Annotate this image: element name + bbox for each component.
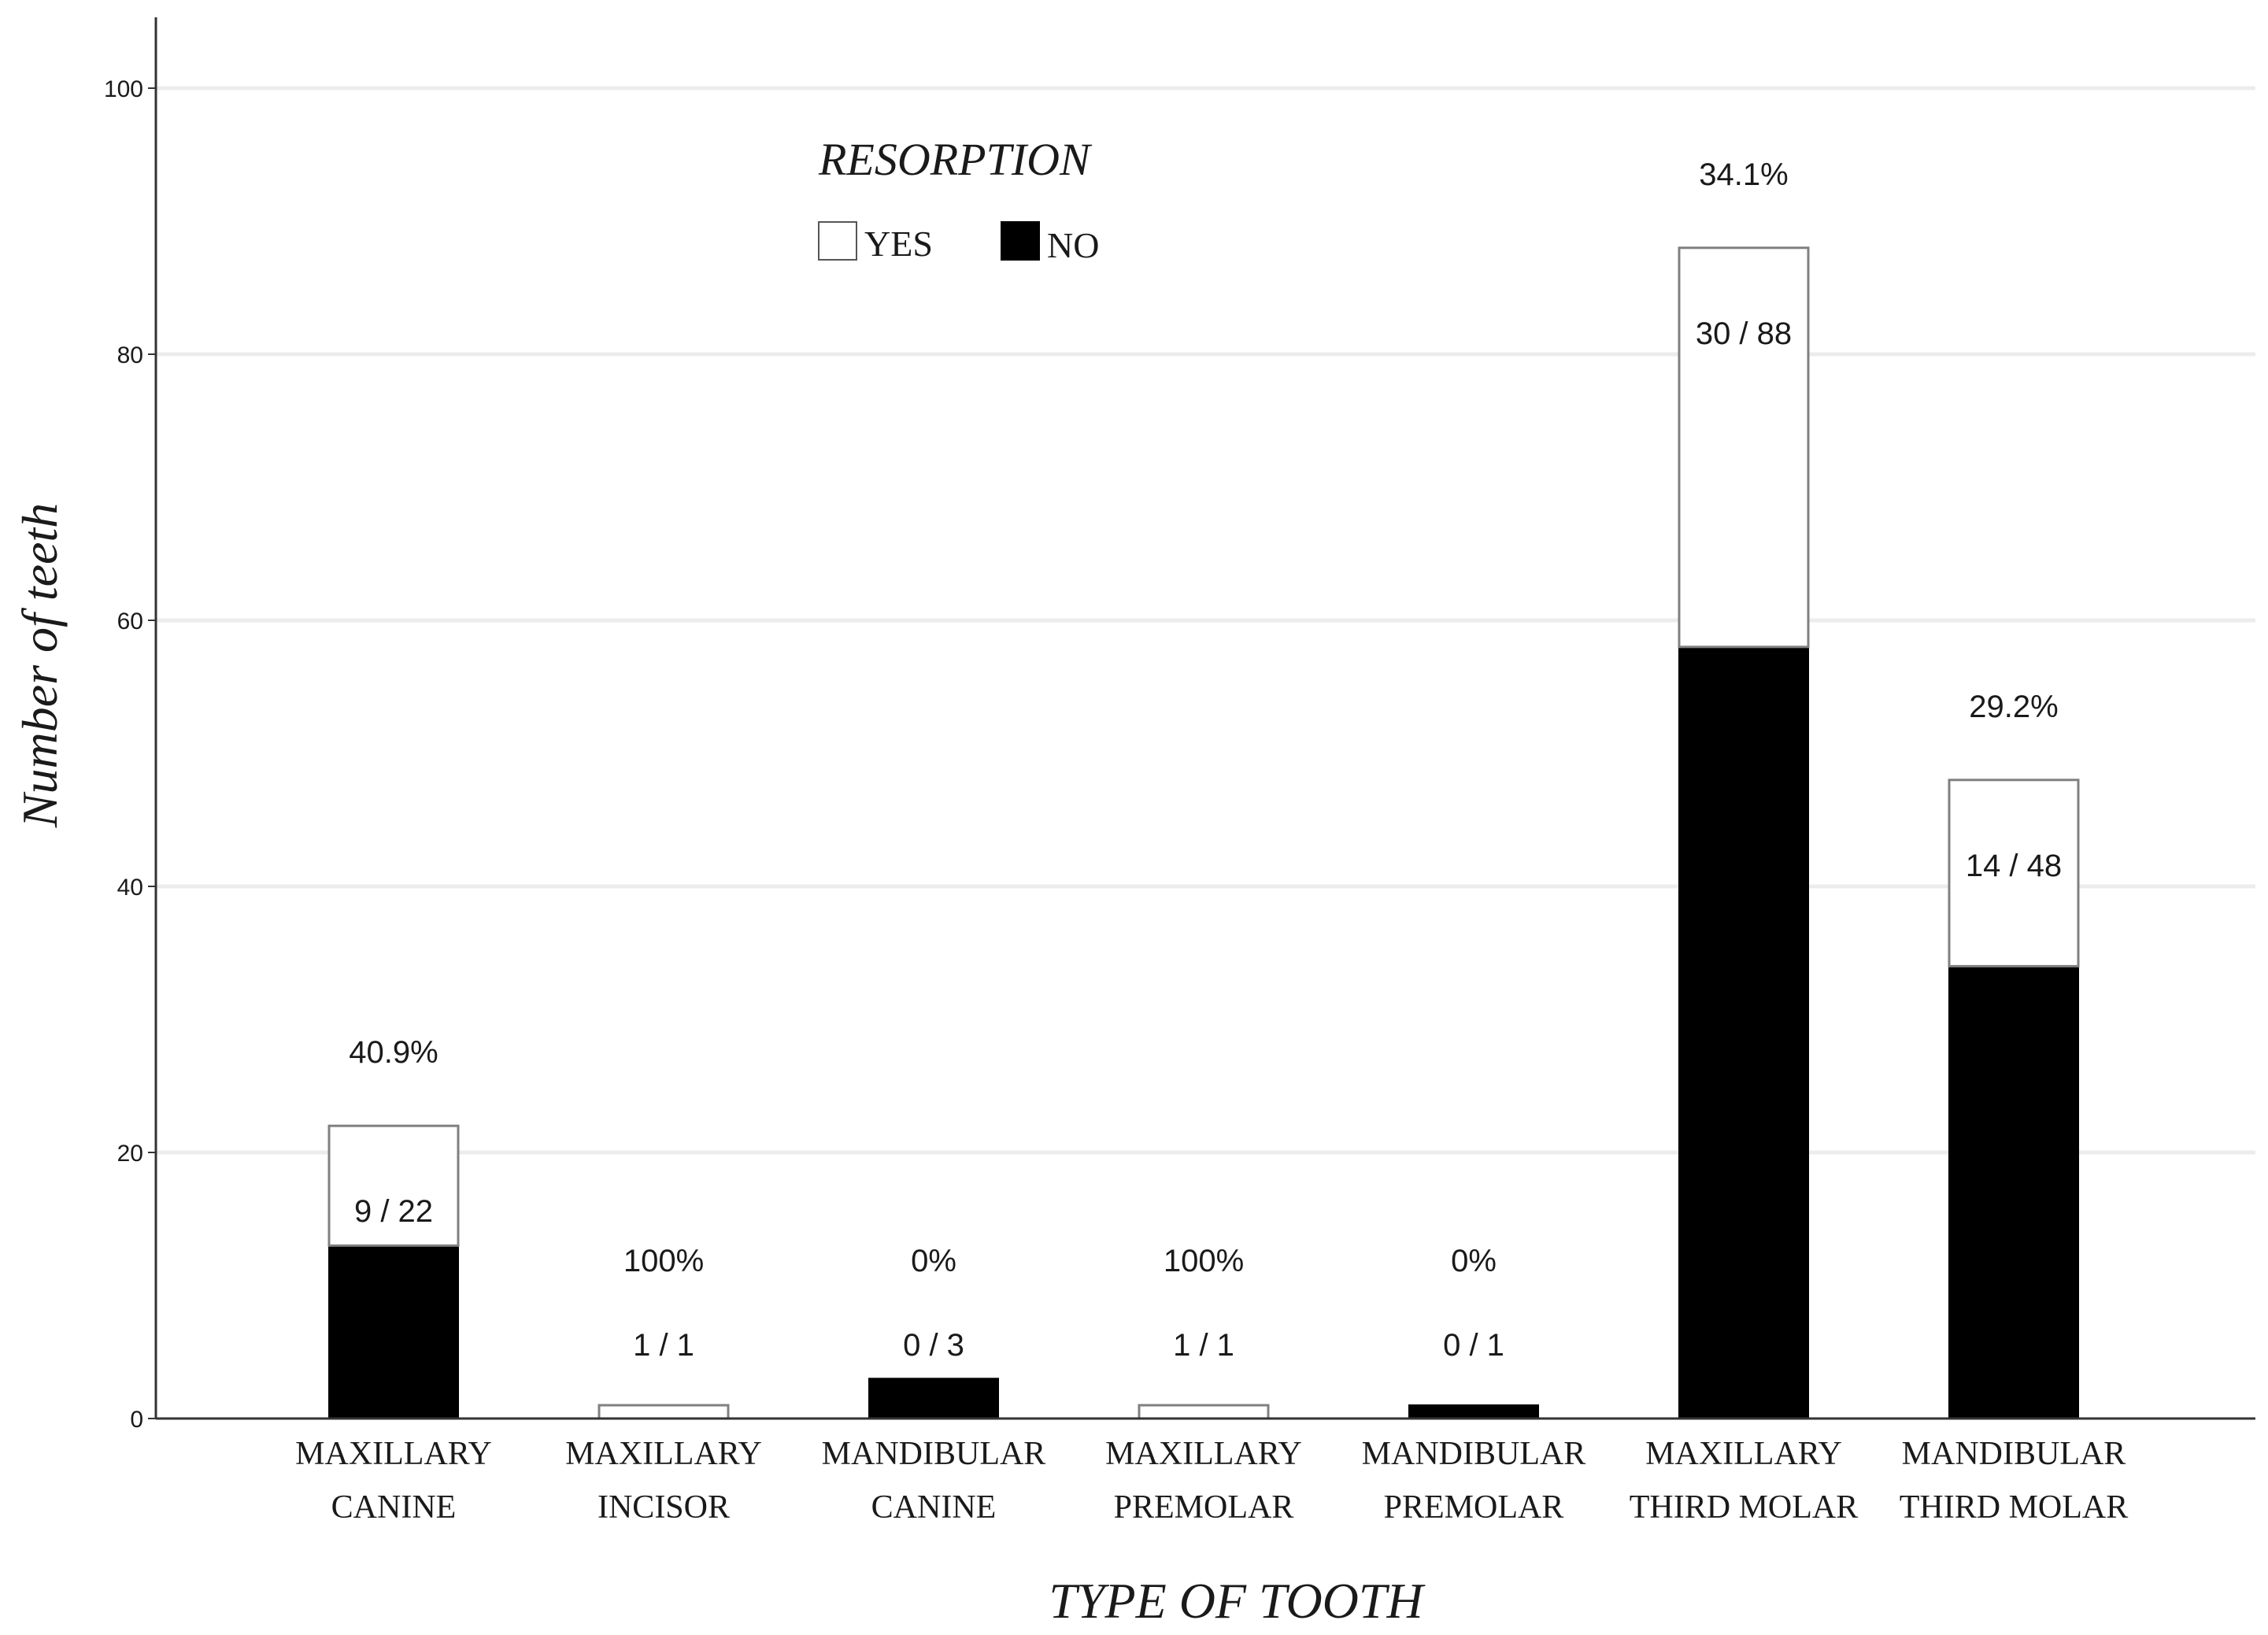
x-tick-label-0-0: MAXILLARY [295,1436,492,1472]
percent-label-4: 0% [1451,1244,1497,1278]
x-tick-label-1-1: INCISOR [598,1489,730,1526]
fraction-label-4: 0 / 1 [1443,1328,1504,1363]
y-tick-label-0: 0 [130,1407,143,1433]
fraction-label-6: 14 / 48 [1966,849,2062,883]
y-tick-label-60: 60 [117,609,143,634]
legend: RESORPTION YES NO [818,134,1099,265]
bar-no-0 [328,1245,459,1420]
percent-label-0: 40.9% [349,1035,438,1070]
legend-label-yes: YES [864,224,933,264]
legend-swatch-no [1001,221,1040,261]
percent-label-1: 100% [623,1244,704,1278]
bar-no-5 [1678,645,1809,1419]
percent-label-2: 0% [911,1244,956,1278]
bar-yes-6 [1948,779,2080,967]
bar-yes-5 [1678,246,1810,649]
x-tick-label-4-1: PREMOLAR [1384,1489,1564,1526]
x-tick-label-1-0: MAXILLARY [565,1436,762,1472]
y-tick-label-100: 100 [104,76,143,102]
bar-yes-1 [598,1404,730,1420]
x-tick-label-3-1: PREMOLAR [1114,1489,1294,1526]
bar-no-4 [1408,1404,1539,1419]
bar-yes-3 [1138,1404,1270,1420]
fraction-label-5: 30 / 88 [1696,316,1792,351]
legend-title: RESORPTION [818,134,1093,185]
x-tick-label-2-0: MANDIBULAR [822,1436,1046,1472]
x-tick-label-6-0: MANDIBULAR [1902,1436,2126,1472]
x-tick-label-2-1: CANINE [871,1489,997,1526]
x-tick-label-4-0: MANDIBULAR [1362,1436,1586,1472]
gridlines [156,86,2255,1155]
data-labels: 40.9% 9 / 22 100% 1 / 1 0% 0 / 3 100% 1 / 1 0% 0 … [349,157,2062,1363]
bars [327,246,2080,1420]
x-tick-label-3-0: MAXILLARY [1105,1436,1302,1472]
legend-swatch-yes [818,221,857,261]
fraction-label-0: 9 / 22 [354,1194,433,1229]
x-tick-label-5-0: MAXILLARY [1645,1436,1842,1472]
fraction-label-3: 1 / 1 [1173,1328,1234,1363]
percent-label-6: 29.2% [1969,690,2058,724]
x-tick-label-5-1: THIRD MOLAR [1630,1489,1859,1526]
legend-label-no: NO [1047,225,1099,265]
percent-label-3: 100% [1164,1244,1244,1278]
x-tick-label-0-1: CANINE [331,1489,457,1526]
fraction-label-1: 1 / 1 [633,1328,694,1363]
x-axis-title: TYPE OF TOOTH [1049,1573,1426,1629]
y-tick-label-20: 20 [117,1141,143,1167]
bar-no-6 [1948,965,2079,1419]
y-tick-label-40: 40 [117,875,143,901]
y-tick-label-80: 80 [117,342,143,368]
x-tick-label-6-1: THIRD MOLAR [1900,1489,2129,1526]
fraction-label-2: 0 / 3 [903,1328,964,1363]
bar-no-2 [868,1378,999,1420]
y-axis-title: Number of teeth [12,503,68,828]
bar-yes-0 [327,1124,460,1247]
percent-label-5: 34.1% [1699,157,1788,192]
axes: 0 20 40 60 80 100 MAXILLARY CANINE MAXILLARY INCI… [104,17,2255,1526]
